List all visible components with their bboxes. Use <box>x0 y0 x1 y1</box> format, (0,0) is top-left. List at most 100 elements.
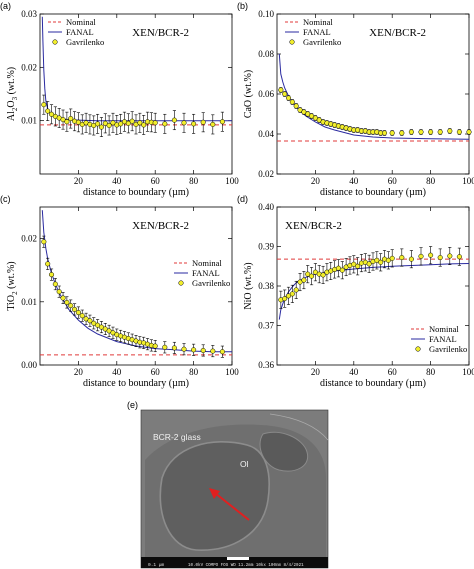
chart-0-series-gavrilenko-point <box>68 115 74 122</box>
chart-0-series-gavrilenko-point <box>210 121 216 127</box>
chart-3-y-tick-label: 0.39 <box>258 242 274 252</box>
chart-2-x-tick-label: 20 <box>74 367 84 377</box>
crack-line <box>269 413 329 441</box>
chart-2-series-gavrilenko-point <box>79 313 85 319</box>
chart-3-legend-gavrilenko-marker <box>415 346 421 352</box>
chart-3-x-tick-label: 20 <box>311 367 321 377</box>
chart-1-x-tick-label: 20 <box>311 176 321 186</box>
chart-0-x-axis-label: distance to boundary (µm) <box>83 187 189 198</box>
chart-0-panel-label: (a) <box>0 1 11 11</box>
chart-1-series-gavrilenko-point <box>399 130 405 136</box>
chart-3-series-gavrilenko-point <box>456 254 462 260</box>
chart-1-series-gavrilenko-point <box>293 103 299 109</box>
chart-3-series-gavrilenko-point <box>355 263 361 269</box>
chart-0-series-gavrilenko-point <box>98 124 104 130</box>
chart-3-y-axis-label: NiO (wt.%) <box>243 262 254 309</box>
chart-1-y-tick-label: 0.08 <box>258 49 274 59</box>
chart-0-y-tick-label: 0.03 <box>21 9 37 19</box>
chart-3-series-gavrilenko-point <box>320 272 326 278</box>
chart-0-series-gavrilenko-point <box>102 120 108 126</box>
chart-2-series-gavrilenko-point <box>41 239 47 245</box>
scale-bar-label: 0.1 µm <box>148 562 165 568</box>
chart-1-x-axis-label: distance to boundary (µm) <box>320 187 426 198</box>
chart-3-x-axis-label: distance to boundary (µm) <box>320 378 426 389</box>
chart-2-legend-fanal-label: FANAL <box>192 268 220 278</box>
chart-2-series-gavrilenko-point <box>210 348 216 354</box>
chart-3-x-tick-label: 40 <box>349 367 359 377</box>
chart-3-y-tick-label: 0.36 <box>258 360 274 370</box>
panel-d-chart: (d) 20 40 60 80 100 0.36 0.37 0.38 0.39 0.40 distan… <box>237 194 474 389</box>
chart-3-series-gavrilenko-point <box>293 287 299 293</box>
chart-3-series-gavrilenko-point <box>389 255 395 261</box>
chart-0-legend-gavrilenko-marker <box>52 39 58 45</box>
chart-3-series-gavrilenko-point <box>339 267 345 273</box>
chart-1-legend-nominal-label: Nominal <box>303 17 333 27</box>
chart-2-y-axis-label: TiO2 (wt.%) <box>6 261 19 310</box>
chart-2-series-gavrilenko-point <box>219 349 225 355</box>
chart-3-series-gavrilenko-point <box>399 255 405 261</box>
chart-1-y-tick-label: 0.10 <box>258 9 274 19</box>
chart-0-legend-nominal-label: Nominal <box>66 17 96 27</box>
chart-2-x-tick-label: 40 <box>112 367 122 377</box>
chart-1-plot-frame <box>276 13 470 175</box>
chart-1-x-tick-label: 80 <box>426 176 436 186</box>
chart-1-series-gavrilenko-point <box>466 129 472 135</box>
chart-3-series-gavrilenko-point <box>418 253 424 259</box>
chart-0-series-gavrilenko-point <box>152 120 158 126</box>
chart-0-series-gavrilenko-point <box>181 120 187 126</box>
chart-1-y-axis-label: CaO (wt.%) <box>243 70 254 118</box>
chart-3-series-gavrilenko-point <box>378 259 384 265</box>
chart-0-series-gavrilenko-point <box>110 120 116 126</box>
chart-1-series-gavrilenko-point <box>437 129 443 135</box>
chart-2-series-gavrilenko-point <box>75 309 81 316</box>
chart-2-x-axis-label: distance to boundary (µm) <box>83 378 189 389</box>
chart-3-series-gavrilenko-point <box>428 252 434 258</box>
chart-0-x-tick-label: 40 <box>112 176 122 186</box>
chart-0-x-tick-label: 100 <box>225 176 239 186</box>
chart-1-series-gavrilenko-point <box>285 95 292 101</box>
chart-1-series-gavrilenko-point <box>447 128 453 134</box>
chart-2-y-tick-label: 0.02 <box>21 234 37 244</box>
chart-3-x-tick-label: 80 <box>426 367 436 377</box>
chart-2-series-gavrilenko-point <box>60 295 66 301</box>
chart-0-series-gavrilenko-point <box>48 111 55 117</box>
chart-2-series-gavrilenko-point <box>152 343 158 349</box>
chart-0-series-gavrilenko-point <box>162 121 168 127</box>
chart-3-x-tick-label: 60 <box>388 367 398 377</box>
micrograph-footer-bar <box>141 557 328 568</box>
chart-2-series-gavrilenko-point <box>162 344 168 350</box>
chart-1-series-gavrilenko-point <box>278 87 284 93</box>
chart-1-panel-label: (b) <box>237 1 248 11</box>
chart-1-y-tick-label: 0.04 <box>258 129 274 139</box>
chart-1-x-tick-label: 40 <box>349 176 359 186</box>
chart-0-annotation: XEN/BCR-2 <box>132 27 189 39</box>
chart-0-series-gavrilenko-point <box>191 121 197 127</box>
chart-0-series-gavrilenko-point <box>60 117 66 123</box>
chart-1-y-tick-label: 0.02 <box>258 169 274 179</box>
chart-2-series-gavrilenko-point <box>87 318 93 324</box>
chart-2-series-gavrilenko-point <box>200 347 206 354</box>
panel-a-chart: (a) 20 40 60 80 100 0.01 0.02 0.03 distance to bo… <box>0 1 239 198</box>
chart-0-series-gavrilenko-point <box>45 108 51 114</box>
chart-0-series-gavrilenko-point <box>118 121 124 127</box>
chart-2-series-gavrilenko-point <box>64 299 70 305</box>
chart-1-legend-gavrilenko-marker <box>289 39 295 45</box>
chart-2-series-gavrilenko-point <box>171 345 177 351</box>
chart-0-series-gavrilenko-point <box>200 119 206 125</box>
chart-2-series-gavrilenko-point <box>72 306 78 312</box>
panel-e-label: (e) <box>127 400 138 410</box>
chart-2-x-tick-label: 60 <box>151 367 161 377</box>
chart-1-series-gavrilenko-point <box>381 130 388 136</box>
chart-0-series-gavrilenko-point <box>41 102 47 108</box>
chart-2-panel-label: (c) <box>0 194 11 204</box>
chart-3-y-tick-label: 0.40 <box>258 202 274 212</box>
chart-2-y-tick-label: 0.00 <box>21 360 37 370</box>
chart-2-x-tick-label: 100 <box>225 367 239 377</box>
chart-3-series-gavrilenko-point <box>301 277 307 283</box>
chart-3-series-gavrilenko-point <box>408 256 414 262</box>
chart-0-series-gavrilenko-point <box>125 120 131 126</box>
glass-label: BCR-2 glass <box>153 432 201 442</box>
chart-0-x-tick-label: 80 <box>189 176 199 186</box>
panel-c-chart: (c) 20 40 60 80 100 0.00 0.01 0.02 distance to bo… <box>0 194 239 389</box>
